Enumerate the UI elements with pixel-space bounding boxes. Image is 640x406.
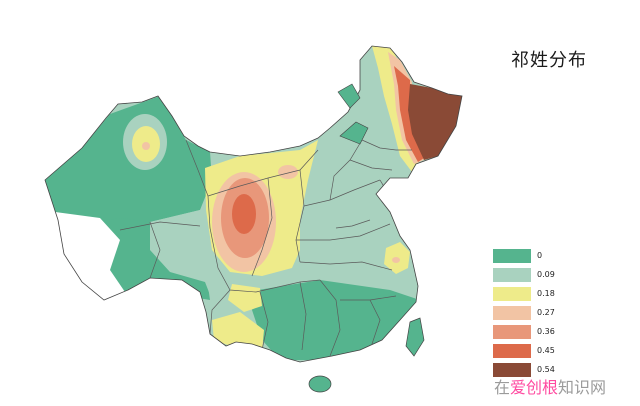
legend-label: 0.36 [537, 327, 555, 336]
watermark-suffix: 知识网 [558, 378, 607, 397]
legend-swatch [493, 249, 531, 263]
legend-swatch [493, 287, 531, 301]
legend-label: 0 [537, 251, 543, 260]
legend-swatch [493, 268, 531, 282]
legend-swatch [493, 344, 531, 358]
region-northeast-small-green [339, 121, 369, 145]
legend-label: 0.09 [537, 270, 555, 279]
legend-label: 0.18 [537, 289, 555, 298]
legend-swatch [493, 363, 531, 377]
island-hainan [308, 375, 332, 393]
region-small-green-north [337, 83, 361, 109]
zone-red-core [232, 194, 256, 234]
island-taiwan [405, 317, 425, 357]
legend-label: 0.45 [537, 346, 555, 355]
zone-salmon-small [278, 165, 298, 179]
legend-label: 0.54 [537, 365, 555, 374]
zone-xinjiang-salmon [142, 142, 150, 150]
region-sichuan-yellow [228, 284, 262, 312]
watermark-prefix: 在 [494, 378, 511, 397]
country-outline [44, 45, 463, 363]
region-no-data [45, 210, 125, 306]
watermark: 在爱创根知识网 [494, 374, 606, 398]
region-south-green [252, 280, 420, 360]
region-jiangsu-dot [392, 257, 400, 263]
legend-label: 0.27 [537, 308, 555, 317]
region-xinjiang [45, 96, 212, 232]
region-yunnan-yellow [212, 312, 264, 352]
region-heilongjiang [408, 84, 462, 160]
watermark-accent: 爱创根 [510, 378, 559, 397]
legend-swatch [493, 325, 531, 339]
legend-swatch [493, 306, 531, 320]
map-title: 祁姓分布 [511, 50, 587, 71]
